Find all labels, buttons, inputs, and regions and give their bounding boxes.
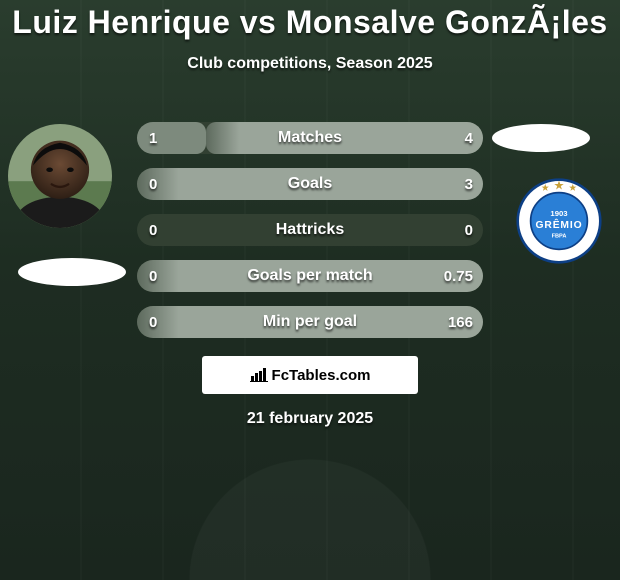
- stat-value-left: 0: [149, 168, 157, 200]
- season-subtitle: Club competitions, Season 2025: [0, 55, 620, 73]
- comparison-date: 21 february 2025: [0, 410, 620, 428]
- stat-row-right-fill: [137, 168, 483, 200]
- club-badge-placeholder-left: [18, 258, 126, 286]
- avatar-silhouette-icon: [8, 124, 112, 228]
- stat-value-right: 0.75: [444, 260, 473, 292]
- page-title: Luiz Henrique vs Monsalve GonzÃ¡les: [0, 4, 620, 41]
- brand-label: FcTables.com: [250, 367, 371, 384]
- brand-text: FcTables.com: [272, 367, 371, 384]
- stat-row-left-fill: [137, 122, 206, 154]
- bar-chart-icon: [250, 368, 268, 382]
- svg-text:FBPA: FBPA: [552, 233, 567, 239]
- player-avatar-left: [8, 124, 112, 228]
- gremio-crest-icon: 1903 GRÊMIO FBPA: [516, 178, 602, 264]
- stat-value-left: 0: [149, 214, 157, 246]
- stat-value-right: 3: [465, 168, 473, 200]
- stat-value-left: 0: [149, 306, 157, 338]
- club-crest-right: 1903 GRÊMIO FBPA: [516, 178, 602, 264]
- stat-row: 03Goals: [137, 168, 483, 200]
- stat-row-right-fill: [206, 122, 483, 154]
- svg-text:GRÊMIO: GRÊMIO: [536, 218, 583, 231]
- content-wrap: Luiz Henrique vs Monsalve GonzÃ¡les Club…: [0, 0, 620, 580]
- stat-row: 00.75Goals per match: [137, 260, 483, 292]
- player-avatar-placeholder-right: [492, 124, 590, 152]
- stat-row: 14Matches: [137, 122, 483, 154]
- stat-row-right-fill: [137, 306, 483, 338]
- stat-value-right: 0: [465, 214, 473, 246]
- stat-row: 00Hattricks: [137, 214, 483, 246]
- stat-value-right: 166: [448, 306, 473, 338]
- stat-row-right-fill: [137, 260, 483, 292]
- svg-text:1903: 1903: [550, 209, 568, 218]
- brand-footer: FcTables.com: [202, 356, 418, 394]
- stats-table: 14Matches03Goals00Hattricks00.75Goals pe…: [137, 122, 483, 352]
- stat-value-left: 1: [149, 122, 157, 154]
- stat-value-left: 0: [149, 260, 157, 292]
- stat-row: 0166Min per goal: [137, 306, 483, 338]
- stat-row-base: [137, 214, 483, 246]
- stat-value-right: 4: [465, 122, 473, 154]
